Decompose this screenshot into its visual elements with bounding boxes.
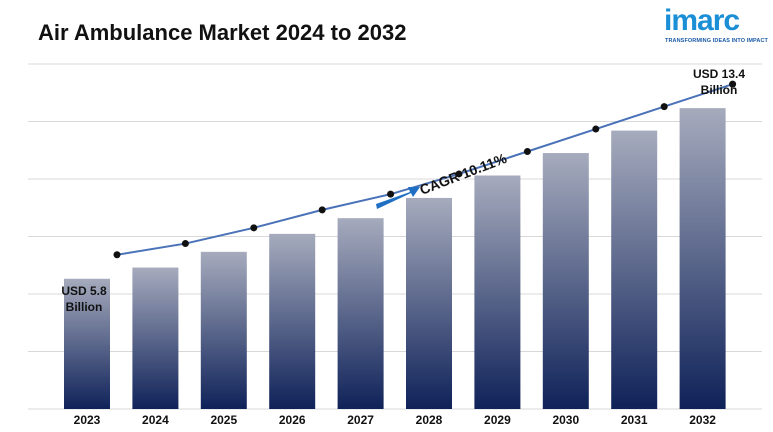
logo-wordmark: imarc xyxy=(664,4,740,37)
trend-point-2026 xyxy=(318,206,326,214)
trend-point-2024 xyxy=(181,240,189,248)
x-tick-label: 2026 xyxy=(279,413,306,427)
trend-point-2023 xyxy=(113,251,121,259)
cagr-arrow-icon xyxy=(376,187,420,209)
end-value-label: USD 13.4 Billion xyxy=(680,66,758,98)
end-value-line1: USD 13.4 xyxy=(692,67,746,81)
bar-2028 xyxy=(406,197,452,409)
trend-point-2029 xyxy=(523,147,531,155)
x-tick-label: 2027 xyxy=(347,413,374,427)
logo-tagline: TRANSFORMING IDEAS INTO IMPACT xyxy=(665,38,769,44)
start-value-label: USD 5.8 Billion xyxy=(46,283,122,315)
bar-2023 xyxy=(64,278,110,409)
chart-title: Air Ambulance Market 2024 to 2032 xyxy=(38,20,407,45)
bar-2032 xyxy=(679,108,726,409)
bar-2027 xyxy=(337,218,384,409)
bars xyxy=(64,108,726,410)
trend-point-2030 xyxy=(592,125,600,133)
trend-point-2025 xyxy=(250,224,258,232)
bar-2029 xyxy=(474,175,521,409)
x-tick-label: 2031 xyxy=(621,413,648,427)
x-tick-label: 2032 xyxy=(689,413,716,427)
imarc-logo: imarc TRANSFORMING IDEAS INTO IMPACT xyxy=(664,4,768,48)
bar-2024 xyxy=(132,267,179,409)
x-tick-label: 2030 xyxy=(552,413,579,427)
bar-2026 xyxy=(269,233,316,409)
end-value-line2: Billion xyxy=(700,83,738,97)
trend-point-2031 xyxy=(660,103,668,111)
trend-line xyxy=(113,80,737,259)
trend-point-2032 xyxy=(729,80,737,88)
start-value-line1: USD 5.8 xyxy=(61,284,107,298)
trend-line-path xyxy=(116,83,733,256)
bar-2031 xyxy=(611,130,658,410)
start-value-line2: Billion xyxy=(65,300,103,314)
x-tick-label: 2023 xyxy=(74,413,101,427)
trend-point-2027 xyxy=(387,190,395,198)
x-tick-label: 2025 xyxy=(210,413,237,427)
bar-2025 xyxy=(200,251,247,409)
cagr-arrow xyxy=(376,187,420,209)
x-tick-label: 2024 xyxy=(142,413,169,427)
x-tick-label: 2029 xyxy=(484,413,511,427)
x-tick-label: 2028 xyxy=(416,413,443,427)
bar-2030 xyxy=(542,153,589,409)
trend-point-2028 xyxy=(455,170,463,178)
x-axis-labels: 2023 2024 2025 2026 2027 2028 2029 2030 2031 2032 xyxy=(74,413,717,427)
